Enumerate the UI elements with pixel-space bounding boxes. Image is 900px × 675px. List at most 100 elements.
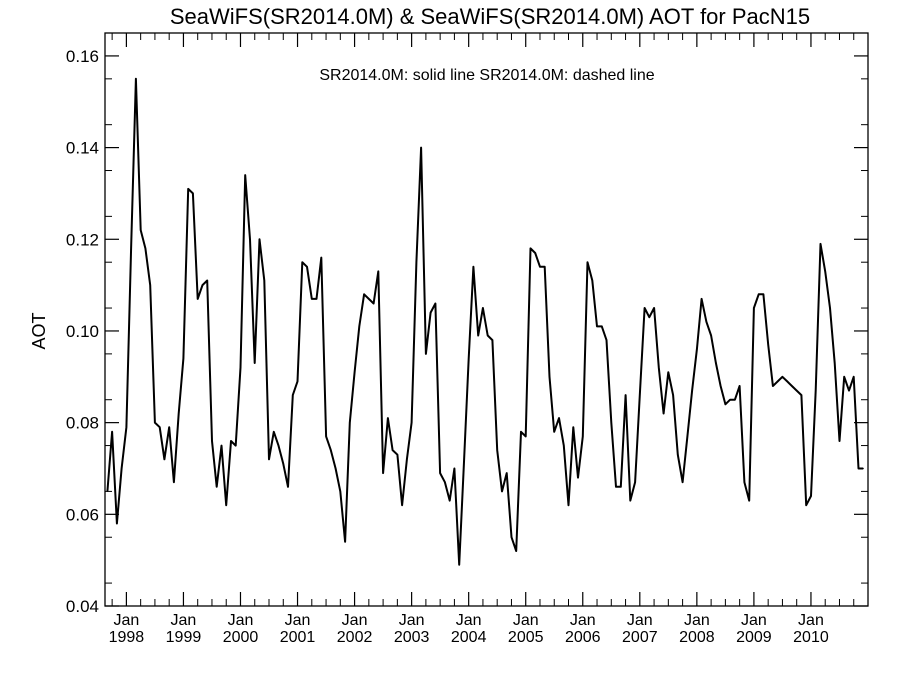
data-point <box>220 445 223 447</box>
data-point <box>197 298 199 300</box>
data-point <box>149 284 151 286</box>
data-point <box>601 325 603 327</box>
data-point <box>178 412 180 415</box>
y-tick-label: 0.08 <box>66 414 99 433</box>
data-point <box>715 362 717 364</box>
data-point <box>268 458 270 460</box>
data-point <box>710 334 712 337</box>
data-point <box>848 390 850 392</box>
x-tick-month: Jan <box>113 612 139 629</box>
x-tick-month: Jan <box>171 612 197 629</box>
data-point <box>520 431 522 433</box>
data-point <box>311 298 313 300</box>
data-point <box>121 467 123 470</box>
data-point <box>529 247 532 249</box>
data-point <box>301 261 303 263</box>
x-tick-year: 2005 <box>508 629 544 646</box>
data-point <box>567 504 570 506</box>
data-point <box>777 380 779 382</box>
data-point <box>672 394 674 396</box>
data-point <box>525 435 527 437</box>
x-tick-year: 2004 <box>451 629 487 646</box>
data-point <box>201 284 204 286</box>
data-point <box>834 362 836 364</box>
data-point <box>515 550 517 552</box>
data-point <box>463 463 465 465</box>
x-tick-year: 2007 <box>622 629 658 646</box>
data-point <box>586 261 589 263</box>
x-tick-year: 2006 <box>565 629 601 646</box>
x-tick-month: Jan <box>285 612 311 629</box>
data-point <box>781 376 784 378</box>
data-point <box>282 463 284 465</box>
data-point <box>254 362 256 364</box>
data-point <box>392 449 394 451</box>
data-point <box>805 504 807 506</box>
data-point <box>705 321 708 323</box>
data-point <box>468 357 470 360</box>
data-point <box>430 312 432 314</box>
data-point <box>249 238 251 240</box>
data-point <box>344 541 346 543</box>
data-point <box>548 376 551 378</box>
data-point <box>163 458 165 460</box>
data-point <box>330 449 332 451</box>
data-point <box>810 495 812 497</box>
data-point <box>815 390 817 392</box>
data-point <box>187 188 189 190</box>
data-point <box>182 357 184 360</box>
data-point <box>273 431 275 433</box>
data-point <box>682 481 684 483</box>
series-line <box>106 77 864 566</box>
data-point <box>244 174 246 176</box>
data-point <box>349 422 351 424</box>
data-point <box>796 390 798 392</box>
x-tick-month: Jan <box>456 612 482 629</box>
data-point <box>596 325 598 327</box>
data-point <box>496 449 498 451</box>
data-point <box>577 477 579 479</box>
line-style-annotation: SR2014.0M: solid line SR2014.0M: dashed … <box>319 67 654 84</box>
data-point <box>339 490 341 492</box>
data-point <box>216 486 218 488</box>
data-point <box>406 458 408 460</box>
y-tick-label: 0.14 <box>66 139 99 158</box>
data-point <box>824 270 826 272</box>
data-point <box>453 467 455 470</box>
data-point <box>135 78 137 80</box>
data-point <box>287 486 289 488</box>
data-point <box>653 307 655 309</box>
data-point <box>192 192 194 194</box>
x-axis: Jan1998Jan1999Jan2000Jan2001Jan2002Jan20… <box>109 33 855 646</box>
data-point <box>325 435 327 437</box>
y-axis: 0.04 0.06 0.08 0.10 0.12 0.14 0.16 <box>66 47 868 616</box>
data-point <box>277 445 280 447</box>
data-point <box>686 435 689 437</box>
data-point <box>767 344 769 346</box>
data-point <box>853 376 855 378</box>
data-point <box>206 279 208 282</box>
data-point <box>377 270 379 272</box>
data-point <box>819 243 822 245</box>
data-point <box>691 390 693 392</box>
data-point <box>116 522 118 525</box>
data-point <box>292 394 294 396</box>
data-point <box>263 279 265 282</box>
data-point <box>373 302 375 305</box>
y-tick-label: 0.12 <box>66 230 99 249</box>
data-point <box>701 298 703 300</box>
data-point <box>629 500 631 502</box>
data-point <box>506 472 508 474</box>
x-tick-month: Jan <box>570 612 596 629</box>
y-tick-label: 0.10 <box>66 322 99 341</box>
data-point <box>838 440 841 442</box>
data-point <box>553 431 555 433</box>
data-point <box>335 467 337 470</box>
data-point <box>558 417 560 419</box>
y-tick-label: 0.16 <box>66 47 99 66</box>
x-tick-month: Jan <box>627 612 653 629</box>
data-point <box>130 247 132 249</box>
data-point <box>857 467 860 470</box>
data-point <box>125 426 127 428</box>
